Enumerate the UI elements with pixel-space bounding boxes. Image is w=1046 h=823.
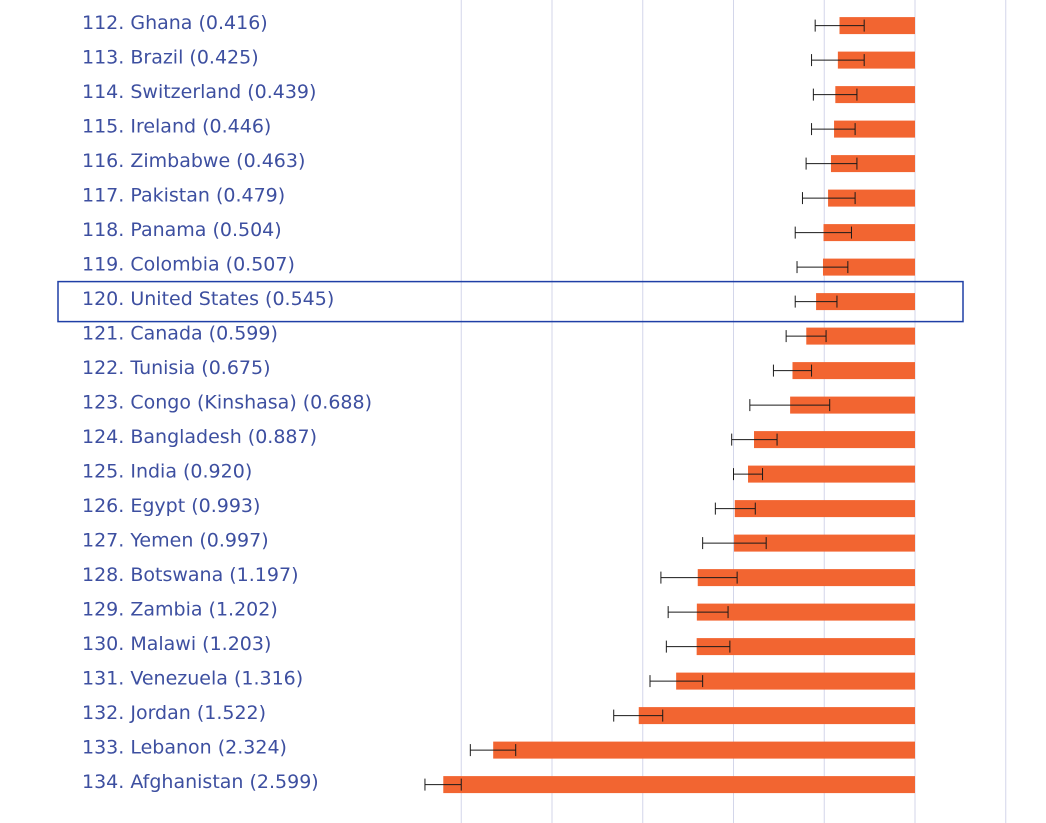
error-bar [814, 19, 865, 32]
row-label: 122. Tunisia (0.675) [82, 357, 271, 379]
bar [823, 224, 915, 242]
error-bar [749, 399, 831, 412]
bar [834, 120, 915, 138]
row-label: 125. India (0.920) [82, 461, 252, 483]
error-bar [665, 640, 731, 653]
error-bar [805, 157, 858, 170]
row-label: 123. Congo (Kinshasa) (0.688) [82, 392, 372, 414]
bar [443, 776, 915, 794]
row-label: 113. Brazil (0.425) [82, 47, 259, 69]
row-label: 124. Bangladesh (0.887) [82, 426, 317, 448]
error-bar [733, 468, 764, 481]
bar [638, 707, 915, 725]
error-bar [469, 744, 517, 757]
bar [754, 431, 915, 449]
row-label: 116. Zimbabwe (0.463) [82, 150, 305, 172]
error-bar [660, 571, 738, 584]
row-label: 127. Yemen (0.997) [82, 530, 269, 552]
bar [790, 396, 915, 414]
row-label: 132. Jordan (1.522) [82, 702, 266, 724]
error-bar [801, 192, 856, 205]
row-label: 133. Lebanon (2.324) [82, 737, 287, 759]
error-bar [702, 537, 767, 550]
bar [835, 86, 915, 104]
error-bar [649, 675, 704, 688]
error-bar [812, 88, 858, 101]
error-bars [424, 19, 865, 791]
row-label: 131. Venezuela (1.316) [82, 668, 303, 690]
bar [822, 258, 915, 276]
error-bar [811, 123, 856, 136]
bars [443, 17, 915, 794]
error-bar [811, 54, 865, 67]
row-label: 115. Ireland (0.446) [82, 116, 271, 138]
bar [493, 741, 915, 759]
error-bar [785, 330, 827, 343]
row-label: 118. Panama (0.504) [82, 219, 282, 241]
error-bar [796, 261, 849, 274]
bar [734, 534, 915, 552]
error-bar [794, 295, 838, 308]
bar [839, 17, 915, 35]
bar [748, 465, 915, 483]
error-bar [772, 364, 813, 377]
bar [696, 603, 915, 621]
bar [696, 638, 915, 656]
row-labels: 112. Ghana (0.416) 113. Brazil (0.425) 114… [82, 12, 372, 793]
grid-lines [460, 0, 1007, 823]
error-bar [613, 709, 664, 722]
row-label: 114. Switzerland (0.439) [82, 81, 316, 103]
bar [676, 672, 915, 690]
error-bar [714, 502, 756, 515]
highlight-box [57, 280, 964, 323]
row-label: 121. Canada (0.599) [82, 323, 278, 345]
bar [734, 500, 915, 518]
bar [837, 51, 915, 69]
error-bar [424, 778, 462, 791]
row-label: 134. Afghanistan (2.599) [82, 771, 319, 793]
error-bar [794, 226, 852, 239]
bar [828, 189, 915, 207]
row-label: 126. Egypt (0.993) [82, 495, 260, 517]
error-bar [731, 433, 778, 446]
row-label: 128. Botswana (1.197) [82, 564, 298, 586]
row-label: 120. United States (0.545) [82, 288, 334, 310]
bar [830, 155, 915, 173]
bar [816, 293, 915, 311]
row-label: 129. Zambia (1.202) [82, 599, 278, 621]
bar [792, 362, 915, 380]
bar [806, 327, 915, 345]
row-label: 130. Malawi (1.203) [82, 633, 271, 655]
row-label: 112. Ghana (0.416) [82, 12, 268, 34]
row-label: 117. Pakistan (0.479) [82, 185, 285, 207]
error-bar [667, 606, 729, 619]
bar [697, 569, 915, 587]
row-label: 119. Colombia (0.507) [82, 254, 295, 276]
